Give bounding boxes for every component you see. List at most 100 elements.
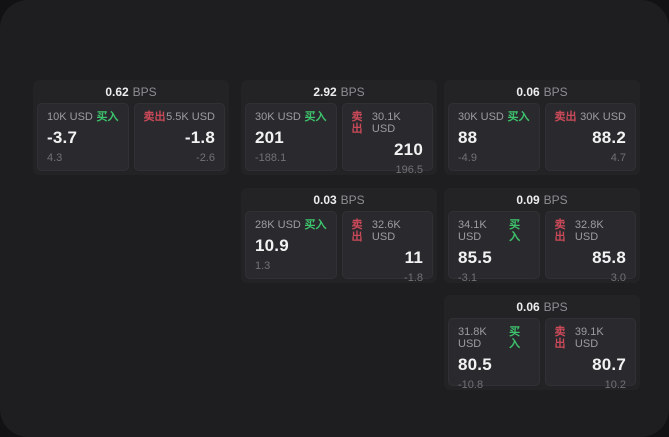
spread-value: 0.06	[516, 84, 540, 99]
sell-label: 卖出	[554, 111, 577, 123]
buy-price: 85.5	[458, 248, 492, 267]
sell-size: 39.1K USD	[574, 326, 604, 350]
spread-value: 0.06	[516, 299, 540, 314]
buy-size: 31.8K USD	[458, 326, 487, 350]
spread-header: 0.06 BPS	[444, 295, 640, 318]
buy-quote-tile[interactable]: 34.1K USD 买入 85.5 -3.1	[448, 211, 540, 284]
buy-quote-tile[interactable]: 30K USD 买入 88 -4.9	[448, 103, 540, 171]
sell-tile-top: 卖出 5.5K USD	[144, 111, 216, 123]
buy-delta: -4.9	[458, 152, 477, 164]
spread-header: 0.03 BPS	[241, 188, 437, 211]
sell-quote-tile[interactable]: 卖出 30.1K USD 210 196.5	[341, 103, 433, 176]
quote-panels: 30K USD 买入 201 -188.1 卖出 30.1K USD 210 1…	[245, 103, 433, 176]
sell-size: 32.8K USD	[574, 219, 604, 243]
buy-tile-top: 30K USD 买入	[255, 111, 327, 123]
sell-delta: 4.7	[610, 152, 626, 164]
sell-tile-top: 卖出 30K USD	[555, 111, 627, 123]
sell-label: 卖出	[351, 111, 363, 135]
quote-card: 0.62 BPS 10K USD 买入 -3.7 4.3 卖出 5.5K USD…	[33, 80, 229, 175]
sell-delta: -1.8	[404, 272, 423, 284]
buy-size: 28K USD	[255, 219, 301, 231]
sell-size: 30K USD	[580, 111, 626, 123]
spread-value: 2.92	[313, 84, 337, 99]
sell-tile-top: 卖出 30.1K USD	[352, 111, 424, 135]
buy-delta: -10.8	[458, 379, 484, 391]
buy-quote-tile[interactable]: 31.8K USD 买入 80.5 -10.8	[448, 318, 540, 391]
spread-unit-label: BPS	[543, 84, 568, 99]
buy-price: -3.7	[47, 128, 78, 147]
sell-delta: 10.2	[604, 379, 626, 391]
sell-price: -1.8	[184, 128, 215, 147]
buy-label: 买入	[304, 111, 327, 123]
sell-quote-tile[interactable]: 卖出 32.8K USD 85.8 3.0	[544, 211, 636, 284]
spread-unit-label: BPS	[340, 192, 365, 207]
sell-label: 卖出	[554, 326, 566, 350]
quote-panels: 28K USD 买入 10.9 1.3 卖出 32.6K USD 11 -1.8	[245, 211, 433, 284]
buy-label: 买入	[96, 111, 119, 123]
buy-price: 80.5	[458, 355, 492, 374]
spread-header: 0.06 BPS	[444, 80, 640, 103]
buy-tile-top: 34.1K USD 买入	[458, 219, 530, 243]
sell-label: 卖出	[143, 111, 166, 123]
quote-panels: 31.8K USD 买入 80.5 -10.8 卖出 39.1K USD 80.…	[448, 318, 636, 391]
buy-delta: -188.1	[255, 152, 287, 164]
sell-quote-tile[interactable]: 卖出 30K USD 88.2 4.7	[544, 103, 636, 171]
buy-delta: -3.1	[458, 272, 477, 284]
quote-panels: 10K USD 买入 -3.7 4.3 卖出 5.5K USD -1.8 -2.…	[37, 103, 225, 171]
sell-delta: 196.5	[395, 164, 423, 176]
buy-tile-top: 10K USD 买入	[47, 111, 119, 123]
spread-header: 0.09 BPS	[444, 188, 640, 211]
spread-value: 0.03	[313, 192, 337, 207]
spread-value: 0.62	[105, 84, 129, 99]
buy-quote-tile[interactable]: 30K USD 买入 201 -188.1	[245, 103, 337, 171]
sell-label: 卖出	[554, 219, 566, 243]
sell-size: 30.1K USD	[371, 111, 401, 135]
buy-quote-tile[interactable]: 28K USD 买入 10.9 1.3	[245, 211, 337, 279]
buy-price: 10.9	[255, 236, 289, 255]
sell-tile-top: 卖出 32.6K USD	[352, 219, 424, 243]
buy-price: 201	[255, 128, 284, 147]
sell-price: 80.7	[592, 355, 626, 374]
buy-label: 买入	[509, 219, 521, 243]
spread-value: 0.09	[516, 192, 540, 207]
spread-unit-label: BPS	[340, 84, 365, 99]
buy-delta: 4.3	[47, 152, 63, 164]
quote-card: 0.06 BPS 30K USD 买入 88 -4.9 卖出 30K USD 8…	[444, 80, 640, 175]
buy-tile-top: 28K USD 买入	[255, 219, 327, 231]
buy-tile-top: 30K USD 买入	[458, 111, 530, 123]
sell-tile-top: 卖出 39.1K USD	[555, 326, 627, 350]
sell-quote-tile[interactable]: 卖出 5.5K USD -1.8 -2.6	[133, 103, 225, 171]
quote-panels: 30K USD 买入 88 -4.9 卖出 30K USD 88.2 4.7	[448, 103, 636, 171]
buy-label: 买入	[304, 219, 327, 231]
buy-size: 30K USD	[255, 111, 301, 123]
sell-tile-top: 卖出 32.8K USD	[555, 219, 627, 243]
spread-unit-label: BPS	[132, 84, 157, 99]
spread-unit-label: BPS	[543, 192, 568, 207]
quote-panels: 34.1K USD 买入 85.5 -3.1 卖出 32.8K USD 85.8…	[448, 211, 636, 284]
buy-size: 30K USD	[458, 111, 504, 123]
quote-card: 0.06 BPS 31.8K USD 买入 80.5 -10.8 卖出 39.1…	[444, 295, 640, 391]
buy-quote-tile[interactable]: 10K USD 买入 -3.7 4.3	[37, 103, 129, 171]
buy-delta: 1.3	[255, 260, 271, 272]
spread-header: 0.62 BPS	[33, 80, 229, 103]
buy-tile-top: 31.8K USD 买入	[458, 326, 530, 350]
buy-size: 10K USD	[47, 111, 93, 123]
buy-label: 买入	[507, 111, 530, 123]
buy-size: 34.1K USD	[458, 219, 487, 243]
buy-label: 买入	[509, 326, 521, 350]
quote-card: 0.09 BPS 34.1K USD 买入 85.5 -3.1 卖出 32.8K…	[444, 188, 640, 284]
sell-size: 5.5K USD	[166, 111, 215, 123]
quote-card: 0.03 BPS 28K USD 买入 10.9 1.3 卖出 32.6K US…	[241, 188, 437, 284]
sell-price: 11	[404, 248, 423, 267]
sell-delta: -2.6	[196, 152, 215, 164]
sell-quote-tile[interactable]: 卖出 39.1K USD 80.7 10.2	[544, 318, 636, 391]
sell-price: 210	[394, 140, 423, 159]
buy-price: 88	[458, 128, 478, 147]
sell-price: 85.8	[592, 248, 626, 267]
sell-quote-tile[interactable]: 卖出 32.6K USD 11 -1.8	[341, 211, 433, 284]
spread-unit-label: BPS	[543, 299, 568, 314]
quote-card: 2.92 BPS 30K USD 买入 201 -188.1 卖出 30.1K …	[241, 80, 437, 176]
sell-size: 32.6K USD	[371, 219, 401, 243]
spread-header: 2.92 BPS	[241, 80, 437, 103]
